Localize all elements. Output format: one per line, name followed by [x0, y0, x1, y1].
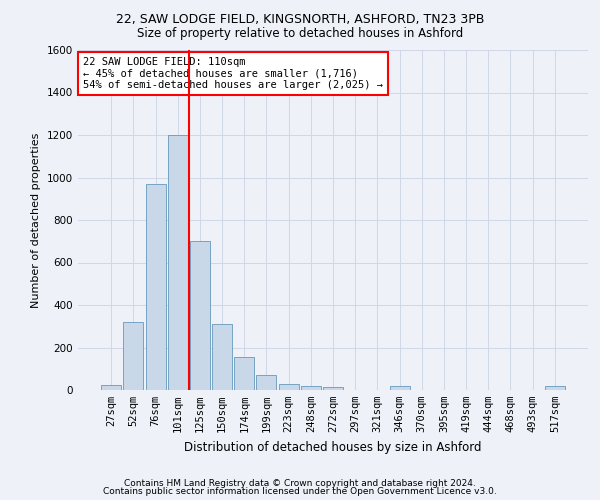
Bar: [124, 322, 143, 390]
Bar: [323, 387, 343, 390]
Bar: [389, 386, 410, 390]
Bar: [190, 242, 210, 390]
Text: Contains HM Land Registry data © Crown copyright and database right 2024.: Contains HM Land Registry data © Crown c…: [124, 478, 476, 488]
Text: Size of property relative to detached houses in Ashford: Size of property relative to detached ho…: [137, 28, 463, 40]
Bar: [256, 375, 277, 390]
Bar: [101, 384, 121, 390]
Bar: [545, 386, 565, 390]
Y-axis label: Number of detached properties: Number of detached properties: [31, 132, 41, 308]
Text: 22, SAW LODGE FIELD, KINGSNORTH, ASHFORD, TN23 3PB: 22, SAW LODGE FIELD, KINGSNORTH, ASHFORD…: [116, 12, 484, 26]
Text: Contains public sector information licensed under the Open Government Licence v3: Contains public sector information licen…: [103, 487, 497, 496]
Bar: [301, 386, 321, 390]
Bar: [278, 384, 299, 390]
X-axis label: Distribution of detached houses by size in Ashford: Distribution of detached houses by size …: [184, 440, 482, 454]
Bar: [168, 135, 188, 390]
Bar: [146, 184, 166, 390]
Bar: [212, 324, 232, 390]
Bar: [234, 357, 254, 390]
Text: 22 SAW LODGE FIELD: 110sqm
← 45% of detached houses are smaller (1,716)
54% of s: 22 SAW LODGE FIELD: 110sqm ← 45% of deta…: [83, 57, 383, 90]
